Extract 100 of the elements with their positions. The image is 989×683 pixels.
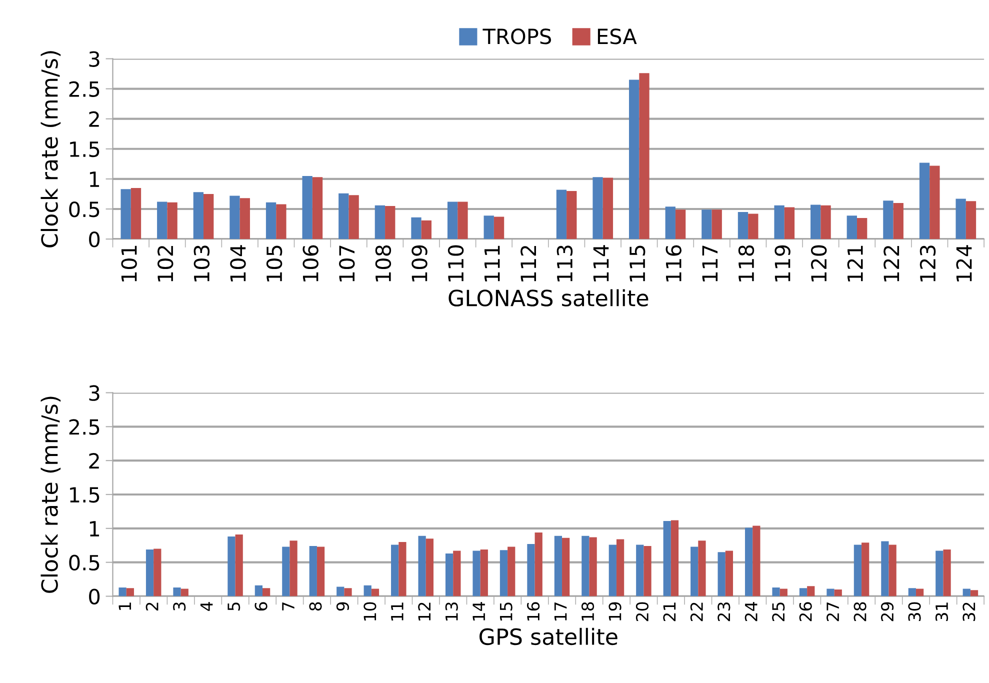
y-tick-label: 2.5	[69, 419, 100, 435]
bar	[834, 589, 842, 596]
x-tick-label: 106	[302, 245, 318, 282]
x-tick-label: 18	[581, 602, 594, 620]
bar	[744, 528, 753, 596]
x-tick-label: 120	[810, 245, 827, 282]
x-tick-label: 20	[636, 602, 649, 622]
bar	[118, 587, 126, 596]
bar	[290, 540, 298, 596]
x-tick-label: 103	[194, 246, 210, 282]
bar	[888, 544, 896, 596]
x-tick-label: 107	[339, 246, 355, 282]
x-tick-label: 11	[391, 602, 404, 620]
bar	[193, 192, 204, 240]
x-tick-label: 104	[230, 245, 246, 282]
bar	[126, 588, 134, 596]
bar	[663, 520, 671, 596]
bar	[784, 207, 795, 240]
bar	[312, 177, 323, 240]
y-axis-title: Clock rate (mm/s)	[40, 51, 61, 248]
bar	[628, 80, 640, 240]
x-tick-label: 5	[228, 602, 240, 610]
bar	[146, 549, 154, 596]
y-tick-label: 0.5	[69, 201, 100, 218]
x-tick-label: 2	[146, 602, 158, 611]
bar	[930, 166, 940, 240]
y-tick-label: 0	[89, 588, 100, 604]
bar	[807, 586, 815, 596]
x-tick-label: 8	[309, 602, 322, 611]
x-tick-label: 122	[884, 246, 900, 282]
y-tick-label: 1.5	[70, 487, 100, 503]
bar	[970, 590, 978, 596]
x-tick-label: 27	[826, 602, 839, 622]
x-tick-label: 17	[554, 602, 567, 620]
y-tick-label: 2	[89, 111, 99, 127]
x-tick-label: 23	[718, 602, 730, 622]
x-tick-label: 10	[364, 602, 376, 620]
bar	[670, 520, 679, 596]
bar	[154, 548, 162, 596]
bar	[856, 218, 868, 240]
bar	[846, 216, 857, 240]
x-tick-label: 30	[908, 602, 921, 622]
x-tick-label: 28	[854, 602, 866, 622]
bar	[240, 198, 250, 240]
x-tick-label: 105	[266, 246, 282, 282]
bar	[480, 549, 488, 596]
bar	[374, 205, 386, 240]
bar	[854, 544, 862, 596]
bar	[919, 162, 930, 240]
bar	[916, 588, 924, 596]
bar	[527, 544, 535, 596]
x-tick-label: 14	[472, 602, 485, 620]
bar	[364, 585, 372, 596]
x-tick-label: 19	[608, 602, 622, 620]
x-axis-title: GPS satellite	[480, 628, 618, 646]
x-tick-label: 3	[173, 602, 186, 610]
bar	[426, 538, 434, 596]
bar	[418, 536, 426, 596]
x-tick-label: 9	[336, 602, 350, 611]
bar	[157, 202, 168, 240]
x-tick-label: 109	[412, 245, 428, 282]
x-tick-label: 114	[593, 245, 609, 282]
bar	[385, 206, 396, 240]
bar	[254, 585, 262, 596]
x-tick-label: 16	[527, 602, 540, 620]
x-tick-label: 113	[556, 246, 573, 282]
x-tick-label: 123	[920, 246, 936, 282]
x-tick-label: 112	[520, 246, 536, 282]
x-tick-label: 21	[663, 602, 676, 622]
bar	[421, 220, 432, 240]
y-tick-label: 1.5	[70, 142, 100, 158]
bar	[862, 542, 870, 596]
bar	[690, 546, 698, 596]
bar	[752, 526, 760, 596]
y-tick-label: 2	[89, 453, 99, 468]
x-tick-label: 25	[772, 602, 785, 622]
bar	[908, 588, 916, 596]
bar	[712, 210, 722, 240]
x-tick-label: 24	[744, 602, 758, 622]
bar	[566, 190, 577, 240]
x-tick-label: 102	[157, 246, 174, 282]
bar	[494, 216, 504, 240]
bar	[391, 544, 399, 596]
bar	[500, 550, 508, 596]
x-axis-title: GLONASS satellite	[448, 289, 648, 306]
x-tick-label: 15	[500, 602, 512, 620]
x-tick-label: 116	[666, 245, 682, 282]
bar	[445, 554, 454, 596]
y-axis-title: Clock rate (mm/s)	[40, 396, 61, 593]
bar	[228, 536, 236, 596]
bar	[180, 588, 188, 596]
bar	[371, 588, 380, 596]
x-tick-label: 13	[445, 602, 458, 620]
x-tick-label: 101	[121, 246, 137, 282]
y-tick-label: 1	[90, 521, 100, 536]
bar	[472, 550, 480, 596]
bar	[883, 200, 894, 240]
bar	[411, 217, 422, 240]
y-tick-label: 0	[89, 232, 100, 248]
x-tick-label: 110	[448, 245, 464, 282]
